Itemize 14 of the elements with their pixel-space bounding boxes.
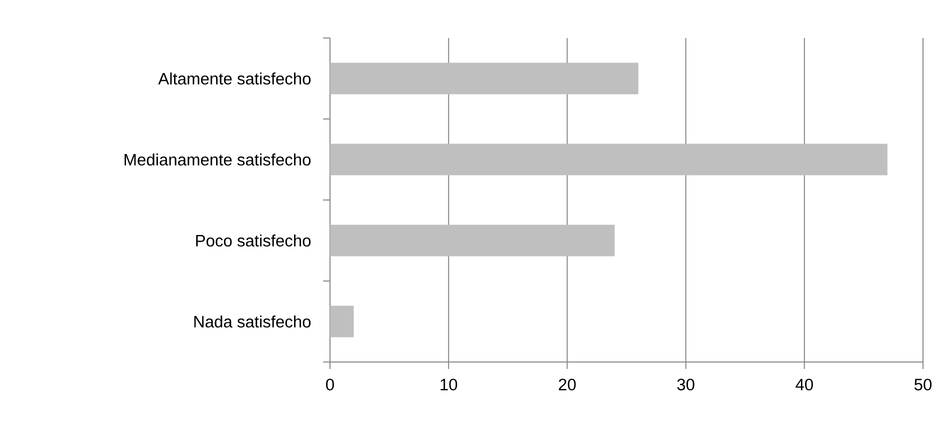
y-tick-label: Medianamente satisfecho (124, 153, 311, 166)
x-tick-label: 40 (796, 378, 813, 390)
bar (330, 62, 638, 94)
x-tick-label: 0 (326, 378, 334, 390)
y-tick-label: Nada satisfecho (194, 315, 311, 328)
x-tick-label: 30 (677, 378, 694, 390)
bar (330, 306, 354, 338)
bar (330, 224, 615, 256)
y-tick-label: Poco satisfecho (196, 234, 311, 247)
bar (330, 144, 888, 176)
x-tick-label: 10 (440, 378, 458, 390)
y-tick-label: Altamente satisfecho (158, 72, 311, 85)
x-tick-label: 20 (558, 378, 576, 390)
x-tick-label: 50 (914, 378, 932, 390)
